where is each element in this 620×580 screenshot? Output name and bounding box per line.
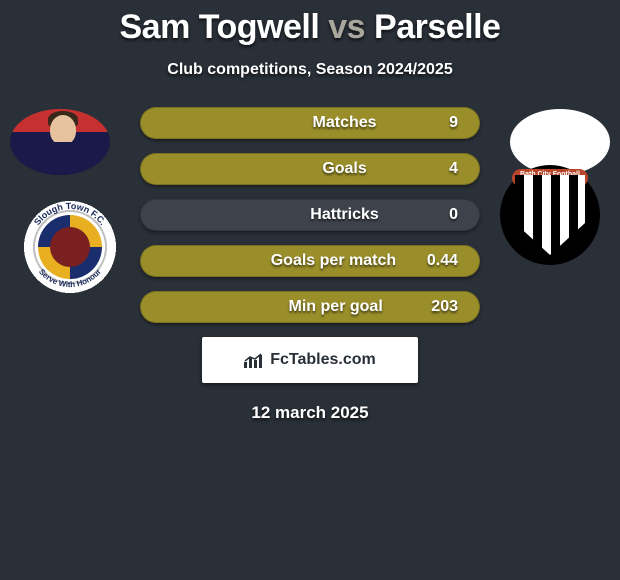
player2-name: Parselle [374, 8, 500, 46]
stat-value: 4 [449, 160, 458, 178]
stat-bar: Hattricks0 [140, 199, 480, 231]
svg-text:Slough Town F.C.: Slough Town F.C. [32, 201, 108, 227]
subtitle: Club competitions, Season 2024/2025 [0, 61, 620, 79]
player1-photo [10, 109, 110, 175]
badge-text: Slough Town F.C. Serve With Honour [20, 197, 120, 297]
vs-text: vs [328, 8, 365, 46]
stat-value: 0 [449, 206, 458, 224]
stat-bar: Matches9 [140, 107, 480, 139]
stat-label: Matches [140, 114, 449, 132]
page-title: Sam Togwell vs Parselle [0, 0, 620, 47]
stat-label: Goals per match [140, 252, 427, 270]
stat-value: 203 [431, 298, 458, 316]
brand-box: FcTables.com [202, 337, 418, 383]
player2-club-badge: Bath City Football Club [500, 165, 600, 265]
stat-bar: Goals per match0.44 [140, 245, 480, 277]
player1-torso [35, 142, 91, 175]
badge-shield [515, 175, 585, 255]
svg-text:Serve With Honour: Serve With Honour [37, 267, 103, 289]
stat-bar: Goals4 [140, 153, 480, 185]
chart-icon [244, 352, 264, 368]
brand-text: FcTables.com [270, 351, 376, 369]
stat-bar: Min per goal203 [140, 291, 480, 323]
content-area: Slough Town F.C. Serve With Honour Bath … [0, 97, 620, 457]
stat-label: Goals [140, 160, 449, 178]
player1-name: Sam Togwell [120, 8, 320, 46]
player1-club-badge: Slough Town F.C. Serve With Honour [20, 197, 120, 297]
player1-head [50, 115, 76, 145]
stat-value: 9 [449, 114, 458, 132]
date-text: 12 march 2025 [0, 403, 620, 423]
stat-label: Min per goal [140, 298, 431, 316]
stat-label: Hattricks [140, 206, 449, 224]
stat-bars: Matches9Goals4Hattricks0Goals per match0… [140, 107, 480, 337]
stat-value: 0.44 [427, 252, 458, 270]
